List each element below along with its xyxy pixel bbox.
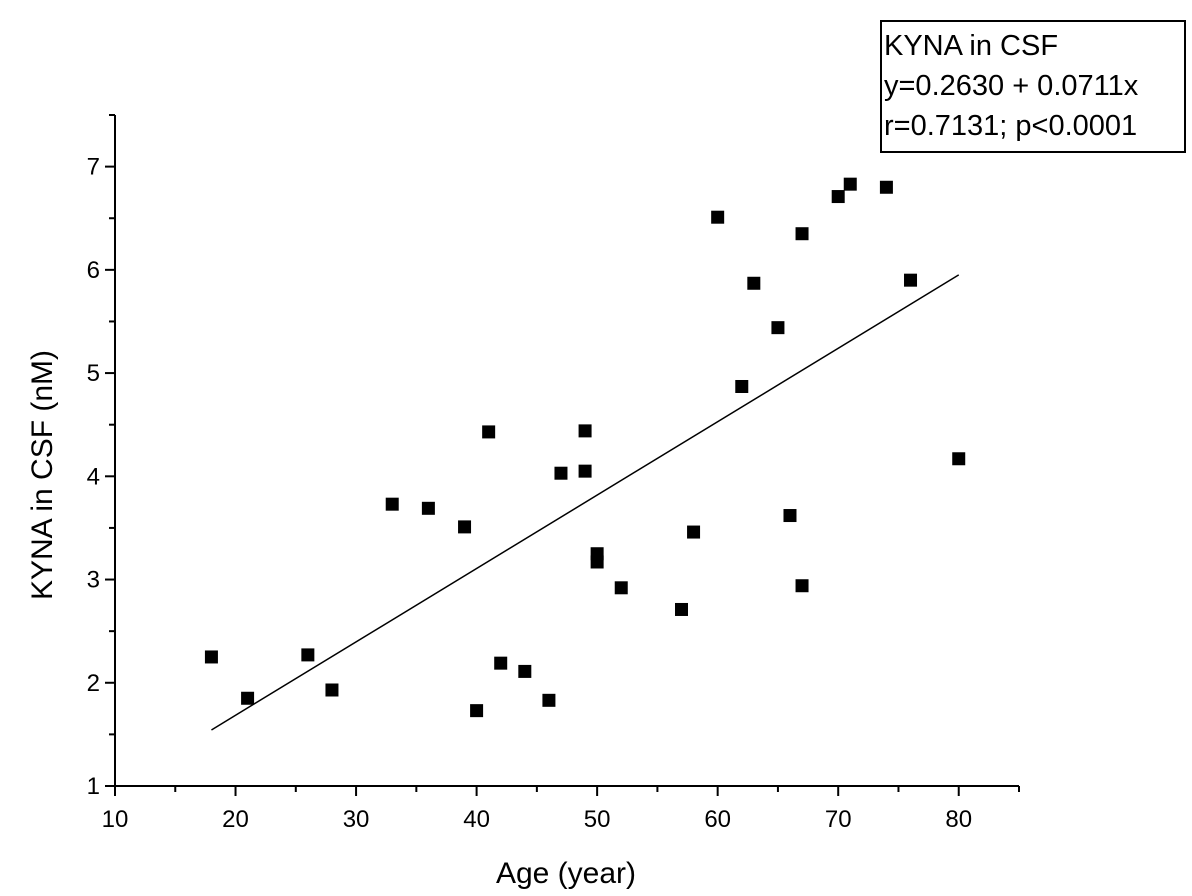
data-point [482, 425, 496, 439]
data-point [783, 509, 797, 523]
data-point [904, 273, 918, 287]
x-axis-label: Age (year) [496, 857, 636, 890]
data-point [614, 581, 628, 595]
data-point [735, 379, 749, 393]
data-point [458, 520, 472, 534]
data-point [687, 525, 701, 539]
data-point [542, 693, 556, 707]
data-points [204, 177, 966, 718]
data-point [421, 501, 435, 515]
data-point [795, 227, 809, 241]
y-axis-label: KYNA in CSF (nM) [26, 350, 59, 600]
y-tick-label: 7 [87, 154, 100, 181]
data-point [325, 683, 339, 697]
data-point [795, 579, 809, 593]
annotation-statistics: r=0.7131; p<0.0001 [884, 110, 1138, 142]
x-tick-label: 10 [102, 806, 129, 833]
data-point [771, 321, 785, 335]
axes: 10 20 30 40 50 60 70 80 1 2 3 4 5 6 7 [87, 114, 1020, 833]
data-point [494, 656, 508, 670]
x-tick-label: 70 [825, 806, 852, 833]
annotation-equation: y=0.2630 + 0.0711x [884, 70, 1139, 102]
regression-fit-line [211, 274, 960, 731]
data-point [301, 648, 315, 662]
data-point [831, 190, 845, 204]
data-point [952, 452, 966, 466]
x-tick-label: 40 [463, 806, 490, 833]
data-point [578, 424, 592, 438]
x-tick-label: 20 [222, 806, 249, 833]
regression-annotation-box: KYNA in CSF y=0.2630 + 0.0711x r=0.7131;… [880, 20, 1186, 153]
data-point [554, 466, 568, 480]
y-tick-label: 3 [87, 567, 100, 594]
data-point [675, 602, 689, 616]
data-point [204, 650, 218, 664]
data-point [747, 276, 761, 290]
y-tick-label: 5 [87, 360, 100, 387]
y-tick-label: 2 [87, 670, 100, 697]
y-tick-label: 1 [87, 773, 100, 800]
x-tick-label: 50 [584, 806, 611, 833]
data-point [385, 497, 399, 511]
x-tick-label: 30 [343, 806, 370, 833]
data-point [711, 210, 725, 224]
data-point [879, 180, 893, 194]
data-point [470, 704, 484, 718]
data-point [578, 464, 592, 478]
y-tick-label: 4 [87, 463, 100, 490]
data-point [590, 555, 604, 569]
fit-line-group [211, 274, 960, 731]
data-point [241, 691, 255, 705]
x-tick-label: 80 [945, 806, 972, 833]
annotation-title: KYNA in CSF [884, 30, 1059, 62]
y-tick-label: 6 [87, 257, 100, 284]
data-point [518, 664, 532, 678]
x-tick-label: 60 [704, 806, 731, 833]
data-point [843, 177, 857, 191]
